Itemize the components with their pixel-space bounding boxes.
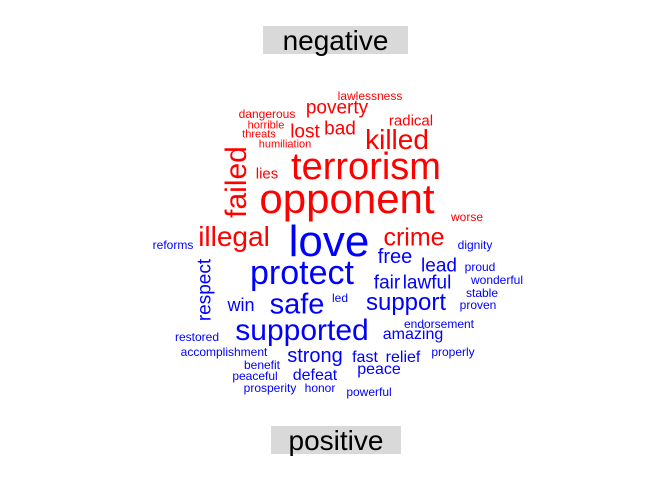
word-respect: respect <box>194 258 216 322</box>
word-illegal: illegal <box>198 221 270 252</box>
word-radical: radical <box>388 112 434 130</box>
word-lead: lead <box>421 255 457 277</box>
word-strong: strong <box>287 345 343 367</box>
word-support: support <box>365 289 447 316</box>
word-dignity: dignity <box>457 238 493 252</box>
word-properly: properly <box>431 345 475 359</box>
word-worse: worse <box>450 210 484 224</box>
word-safe: safe <box>269 288 325 321</box>
word-opponent: opponent <box>259 175 435 222</box>
word-lawful: lawful <box>402 272 452 294</box>
word-restored: restored <box>174 330 220 344</box>
word-benefit: benefit <box>243 358 281 372</box>
word-endorsement: endorsement <box>403 317 475 331</box>
word-reforms: reforms <box>152 238 194 252</box>
word-threats: threats <box>242 128 276 141</box>
word-prosperity: prosperity <box>243 381 297 395</box>
word-fair: fair <box>373 272 401 294</box>
word-free: free <box>377 246 413 268</box>
word-humiliation: humiliation <box>258 138 312 151</box>
word-defeat: defeat <box>292 367 338 384</box>
word-honor: honor <box>304 381 336 395</box>
word-dangerous: dangerous <box>238 107 296 121</box>
word-led: led <box>331 291 349 305</box>
word-poverty: poverty <box>305 97 369 119</box>
word-proven: proven <box>459 298 497 312</box>
negative-label: negative <box>263 26 408 56</box>
word-powerful: powerful <box>346 385 392 399</box>
word-supported: supported <box>235 314 369 347</box>
word-bad: bad <box>324 118 356 140</box>
word-proud: proud <box>464 260 496 274</box>
word-win: win <box>227 295 255 315</box>
word-peaceful: peaceful <box>232 369 278 383</box>
word-terrorism: terrorism <box>291 146 441 188</box>
word-lies: lies <box>255 165 279 183</box>
word-protect: protect <box>250 254 354 292</box>
word-wonderful: wonderful <box>470 273 524 287</box>
word-relief: relief <box>385 349 421 366</box>
word-failed: failed <box>220 146 253 218</box>
word-crime: crime <box>383 223 445 252</box>
word-fast: fast <box>352 349 378 366</box>
word-love: love <box>288 217 370 266</box>
word-killed: killed <box>365 124 429 155</box>
positive-label: positive <box>271 426 401 456</box>
word-lost: lost <box>290 121 320 143</box>
word-lawlessness: lawlessness <box>337 89 403 103</box>
word-horrible: horrible <box>247 119 285 132</box>
word-peace: peace <box>357 361 401 378</box>
word-stable: stable <box>465 286 499 300</box>
word-accomplishment: accomplishment <box>180 345 268 359</box>
word-amazing: amazing <box>382 326 444 343</box>
